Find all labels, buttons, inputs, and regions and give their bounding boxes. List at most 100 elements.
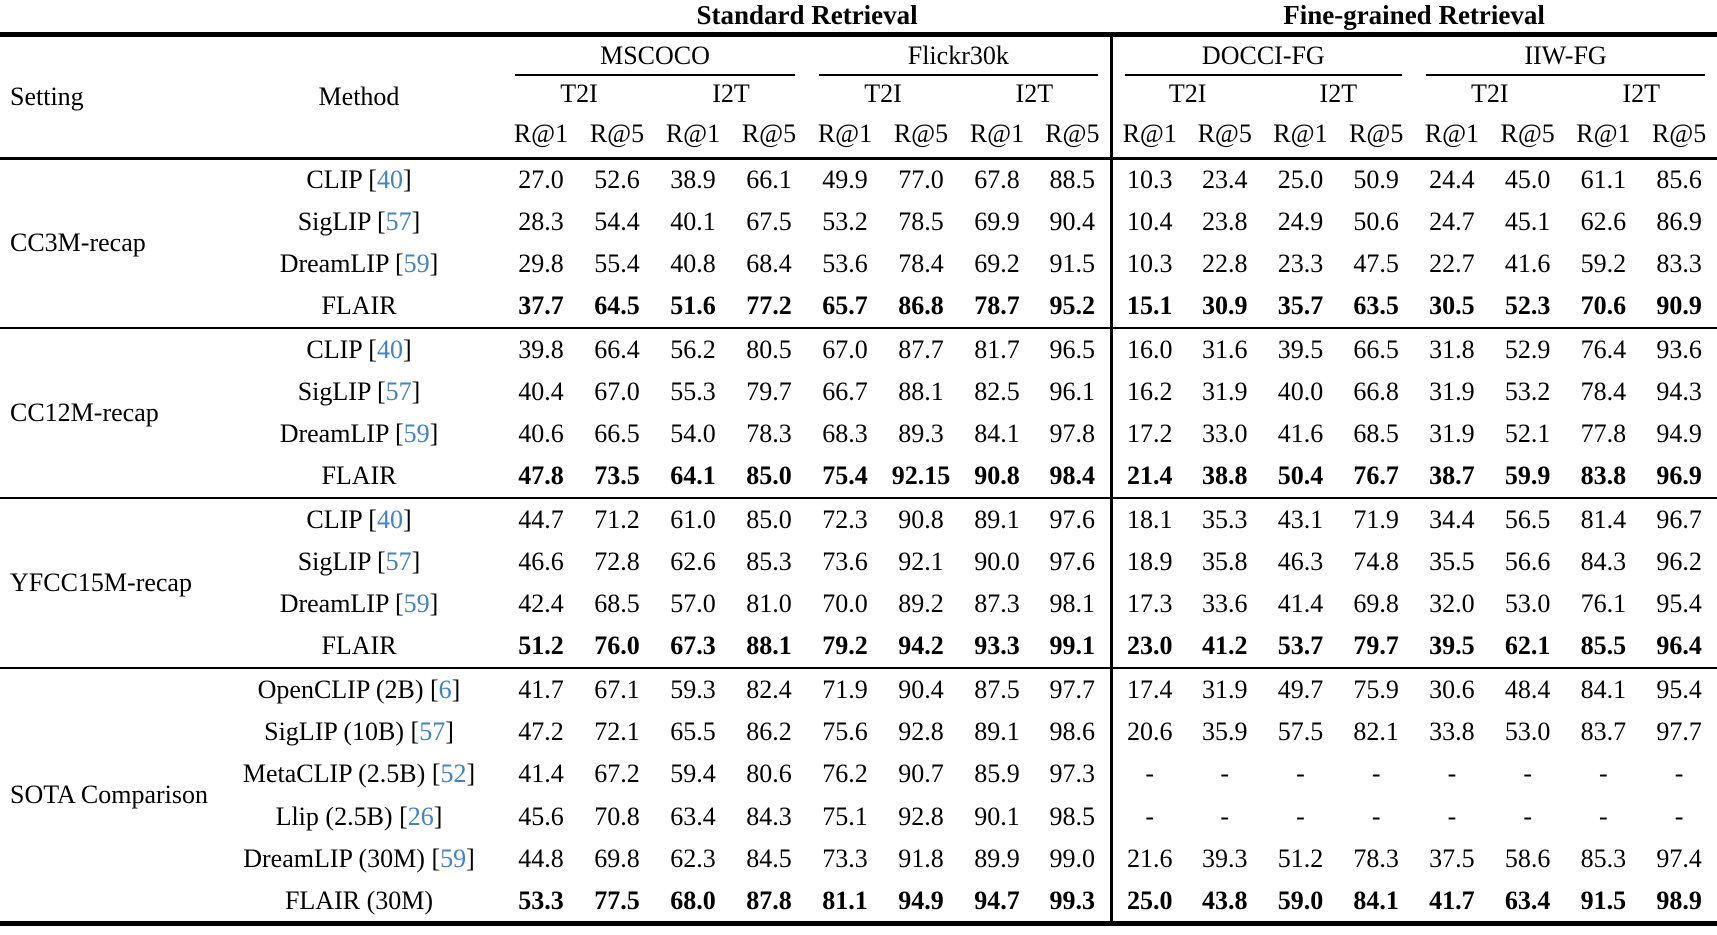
metric-value: 41.7 bbox=[1429, 885, 1475, 915]
direction-header-i2t: I2T bbox=[1622, 79, 1661, 108]
metric-value: 72.1 bbox=[594, 716, 640, 746]
metric-value: 92.15 bbox=[891, 461, 951, 491]
citation-link[interactable]: 26 bbox=[407, 801, 434, 831]
citation-link[interactable]: 6 bbox=[438, 674, 452, 704]
metric-value: 67.1 bbox=[594, 674, 640, 704]
metric-value: 56.5 bbox=[1504, 504, 1551, 534]
metric-value: - bbox=[1296, 801, 1305, 831]
metric-value: 66.5 bbox=[1353, 334, 1399, 364]
metric-value: 85.5 bbox=[1580, 631, 1627, 661]
citation-link[interactable]: 57 bbox=[385, 546, 412, 576]
metric-header-r5: R@5 bbox=[1045, 119, 1100, 149]
metric-value: 10.4 bbox=[1109, 200, 1187, 243]
metric-value: 10.3 bbox=[1109, 243, 1187, 286]
metric-value: 97.7 bbox=[1049, 674, 1096, 704]
citation-link[interactable]: 40 bbox=[376, 334, 403, 364]
metric-value: 90.4 bbox=[1049, 206, 1096, 236]
metric-value: 45.0 bbox=[1504, 165, 1551, 194]
citation-link[interactable]: 59 bbox=[440, 844, 467, 874]
metric-value: 23.8 bbox=[1201, 206, 1248, 236]
metric-value: 47.5 bbox=[1353, 249, 1399, 279]
citation-link[interactable]: 40 bbox=[376, 504, 403, 534]
metric-value: 62.1 bbox=[1504, 631, 1551, 661]
metric-value: 78.3 bbox=[1353, 844, 1399, 874]
metric-value: 92.1 bbox=[898, 546, 944, 576]
metric-value: 61.0 bbox=[670, 504, 716, 534]
direction-header-t2i: T2I bbox=[1109, 76, 1263, 112]
metric-value: 76.0 bbox=[594, 631, 640, 661]
metric-value: 15.1 bbox=[1109, 285, 1187, 328]
metric-value: - bbox=[1674, 759, 1684, 789]
metric-header-r5: R@5 bbox=[893, 119, 949, 149]
metric-value: 43.1 bbox=[1277, 504, 1324, 534]
metric-value: 99.3 bbox=[1049, 885, 1096, 915]
metric-value: 37.7 bbox=[518, 291, 564, 321]
method-label: Llip (2.5B) [26] bbox=[275, 801, 443, 831]
method-label: SigLIP [57] bbox=[297, 546, 421, 576]
citation-link[interactable]: 57 bbox=[419, 716, 446, 746]
metric-value: 81.4 bbox=[1580, 504, 1627, 534]
metric-value: 89.2 bbox=[898, 589, 944, 619]
metric-value: 69.8 bbox=[594, 844, 640, 874]
metric-value: 82.1 bbox=[1353, 716, 1399, 746]
citation-link[interactable]: 59 bbox=[403, 249, 430, 279]
metric-value: 85.3 bbox=[746, 546, 792, 576]
metric-value: 76.1 bbox=[1580, 589, 1627, 619]
metric-value: 63.5 bbox=[1353, 291, 1399, 321]
metric-value: 90.0 bbox=[974, 546, 1020, 576]
method-label: OpenCLIP (2B) [6] bbox=[257, 674, 461, 704]
citation-link[interactable]: 57 bbox=[385, 376, 412, 406]
metric-value: 70.6 bbox=[1580, 291, 1627, 321]
metric-value: 33.8 bbox=[1429, 716, 1475, 746]
metric-value: 27.0 bbox=[518, 165, 564, 194]
metric-value: 97.6 bbox=[1049, 546, 1096, 576]
metric-value: 74.8 bbox=[1353, 546, 1399, 576]
metric-value: 96.5 bbox=[1049, 334, 1096, 364]
metric-value: 96.7 bbox=[1656, 504, 1702, 534]
metric-value: 81.0 bbox=[746, 589, 792, 619]
metric-value: 70.8 bbox=[594, 801, 640, 831]
metric-value: 67.0 bbox=[822, 334, 868, 364]
metric-value: 67.3 bbox=[670, 631, 716, 661]
metric-value: 73.6 bbox=[822, 546, 868, 576]
metric-value: 23.3 bbox=[1277, 249, 1324, 279]
metric-header-row: R@1 R@5 R@1 R@5 R@1 R@5 R@1 R@5 R@1 R@5 … bbox=[0, 112, 1717, 158]
citation-link[interactable]: 59 bbox=[403, 589, 430, 619]
citation-link[interactable]: 57 bbox=[385, 206, 412, 236]
metric-value: 98.9 bbox=[1656, 885, 1702, 915]
citation-link[interactable]: 40 bbox=[376, 165, 403, 194]
dataset-header-iiw-fg: IIW-FG bbox=[1414, 34, 1717, 76]
metric-value: 31.8 bbox=[1429, 334, 1475, 364]
metric-header-r1: R@1 bbox=[969, 119, 1025, 149]
metric-value: 64.1 bbox=[670, 461, 716, 491]
metric-header-r1: R@1 bbox=[665, 119, 721, 149]
metric-value: 40.4 bbox=[518, 376, 564, 406]
method-label: CLIP [40] bbox=[306, 504, 412, 534]
group-header-standard: Standard Retrieval bbox=[696, 0, 918, 31]
metric-value: 58.6 bbox=[1504, 844, 1551, 874]
metric-value: 87.3 bbox=[974, 589, 1020, 619]
metric-value: 68.5 bbox=[1353, 419, 1399, 449]
metric-value: 31.9 bbox=[1429, 419, 1475, 449]
metric-value: - bbox=[1447, 759, 1457, 789]
metric-value: 76.4 bbox=[1580, 334, 1627, 364]
citation-link[interactable]: 52 bbox=[440, 759, 467, 789]
metric-value: 48.4 bbox=[1504, 674, 1551, 704]
table-row: FLAIR (30M) 53.3 77.5 68.0 87.8 81.1 94.9 94.7 9… bbox=[0, 880, 1717, 923]
metric-value: 81.7 bbox=[974, 334, 1020, 364]
citation-link[interactable]: 59 bbox=[403, 419, 430, 449]
metric-value: 83.3 bbox=[1656, 249, 1702, 279]
metric-value: 90.1 bbox=[974, 801, 1020, 831]
metric-value: 24.4 bbox=[1429, 165, 1475, 194]
metric-value: 35.8 bbox=[1201, 546, 1248, 576]
method-label: MetaCLIP (2.5B) [52] bbox=[242, 759, 476, 789]
metric-value: 84.1 bbox=[1580, 674, 1627, 704]
metric-value: 40.8 bbox=[670, 249, 716, 279]
metric-value: 89.1 bbox=[974, 716, 1020, 746]
metric-value: 94.2 bbox=[898, 631, 944, 661]
metric-value: 98.4 bbox=[1049, 461, 1096, 491]
table-row: CC3M-recap CLIP [40] 27.0 52.6 38.9 66.1 49.9 7… bbox=[0, 158, 1717, 257]
metric-header-r1: R@1 bbox=[817, 119, 873, 149]
metric-value: - bbox=[1523, 801, 1532, 831]
metric-value: 73.3 bbox=[822, 844, 868, 874]
